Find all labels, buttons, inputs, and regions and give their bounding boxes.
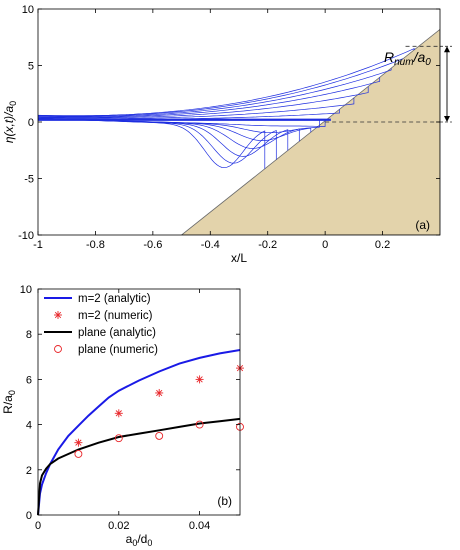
- series-line-plane-analytic-: [37, 417, 241, 516]
- wave-profile-line: [38, 58, 404, 117]
- y-tick-label: 6: [26, 374, 32, 386]
- panel-a: Rnum/a0 -1 -0.8 -0.6 -0.4 -0.2 0 0.2 -10 -5 0 5 10…: [2, 4, 452, 265]
- panel-b-legend: m=2 (analytic) m=2 (numeric) plane (analyt…: [44, 293, 158, 356]
- panel-a-label: (a): [415, 218, 430, 232]
- series-line-m-2-analytic-: [37, 349, 241, 516]
- panel-a-y-ticks: -10 -5 0 5 10: [18, 4, 440, 242]
- wave-profile-line: [38, 68, 392, 118]
- y-tick-label: 2: [26, 465, 32, 477]
- wave-profiles: [38, 47, 415, 169]
- y-tick-label: 10: [22, 4, 34, 16]
- legend-label: plane (analytic): [78, 327, 156, 339]
- panel-b: 0 0.02 0.04 0 2 4 6 8 10 m=2 (analytic) m=2 (num…: [1, 284, 244, 548]
- x-tick-label: -1: [33, 239, 43, 251]
- y-tick-label: -10: [18, 230, 34, 242]
- numeric-star-point: [74, 438, 83, 447]
- y-tick-label: 4: [26, 420, 32, 432]
- x-tick-label: 0.02: [108, 520, 129, 532]
- panel-b-y-label: R/a0: [1, 390, 17, 414]
- wave-profile-line: [38, 86, 369, 119]
- arrow-head-up: [444, 46, 450, 53]
- numeric-circle-point: [114, 434, 123, 443]
- x-tick-label: -0.6: [143, 239, 162, 251]
- x-tick-label: -0.2: [258, 239, 277, 251]
- legend-circle-swatch: [54, 345, 62, 353]
- arrow-head-down: [444, 116, 450, 122]
- legend-item: m=2 (numeric): [54, 310, 153, 322]
- panel-a-x-label: x/L: [231, 251, 247, 265]
- panel-b-y-ticks: 0 2 4 6 8 10: [20, 284, 240, 522]
- numeric-circle-point: [74, 450, 83, 458]
- numeric-star-point: [114, 409, 123, 418]
- legend-item: plane (analytic): [44, 327, 156, 339]
- legend-item: plane (numeric): [54, 344, 158, 356]
- x-tick-label: -0.8: [86, 239, 105, 251]
- panel-a-y-label: η(x,t)/a0: [2, 101, 18, 143]
- y-tick-label: 8: [26, 329, 32, 341]
- y-tick-label: 5: [28, 61, 34, 73]
- legend-label: m=2 (analytic): [78, 293, 151, 305]
- wave-profile-line: [38, 47, 415, 116]
- legend-star-swatch: [54, 311, 62, 319]
- numeric-circle-point: [195, 420, 204, 429]
- x-tick-label: 0: [35, 520, 41, 532]
- y-tick-label: 0: [28, 117, 34, 129]
- numeric-star-point: [195, 375, 204, 384]
- y-tick-label: -5: [24, 174, 34, 186]
- legend-item: m=2 (analytic): [44, 293, 151, 305]
- panel-b-x-label: a0/d0: [126, 532, 153, 548]
- numeric-circle-point: [155, 431, 164, 440]
- legend-label: plane (numeric): [78, 344, 158, 356]
- y-tick-label: 10: [20, 284, 32, 296]
- legend-label: m=2 (numeric): [78, 310, 153, 322]
- panel-a-x-ticks: -1 -0.8 -0.6 -0.4 -0.2 0 0.2: [33, 9, 390, 251]
- runup-arrow: [440, 45, 452, 123]
- panel-b-frame: [37, 288, 241, 516]
- wave-profile-line: [38, 77, 381, 118]
- panel-b-label: (b): [217, 494, 232, 508]
- panel-b-background: [38, 289, 240, 515]
- x-tick-label: 0.2: [375, 239, 390, 251]
- panel-b-x-ticks: 0 0.02 0.04: [35, 289, 210, 532]
- runup-annotation: Rnum/a0: [384, 49, 431, 68]
- x-tick-label: 0: [322, 239, 328, 251]
- x-tick-label: 0.04: [189, 520, 210, 532]
- numeric-star-point: [155, 388, 164, 397]
- y-tick-label: 0: [26, 510, 32, 522]
- x-tick-label: -0.4: [201, 239, 220, 251]
